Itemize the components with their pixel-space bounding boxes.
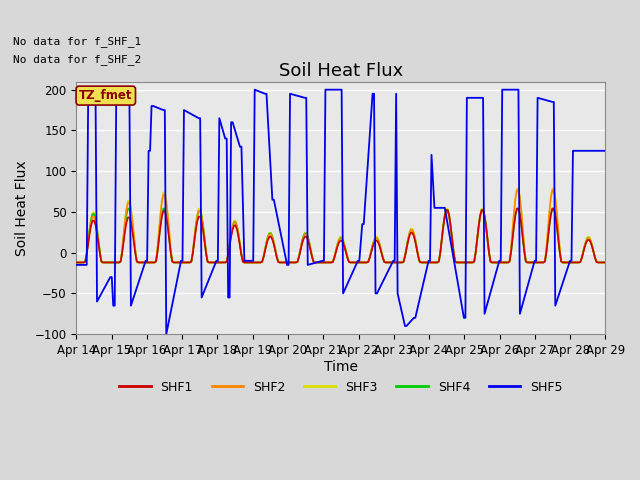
Legend: SHF1, SHF2, SHF3, SHF4, SHF5: SHF1, SHF2, SHF3, SHF4, SHF5 (115, 376, 568, 399)
Text: TZ_fmet: TZ_fmet (79, 89, 132, 102)
Y-axis label: Soil Heat Flux: Soil Heat Flux (15, 160, 29, 256)
Text: No data for f_SHF_2: No data for f_SHF_2 (13, 54, 141, 65)
Title: Soil Heat Flux: Soil Heat Flux (279, 62, 403, 80)
X-axis label: Time: Time (324, 360, 358, 373)
Text: No data for f_SHF_1: No data for f_SHF_1 (13, 36, 141, 47)
